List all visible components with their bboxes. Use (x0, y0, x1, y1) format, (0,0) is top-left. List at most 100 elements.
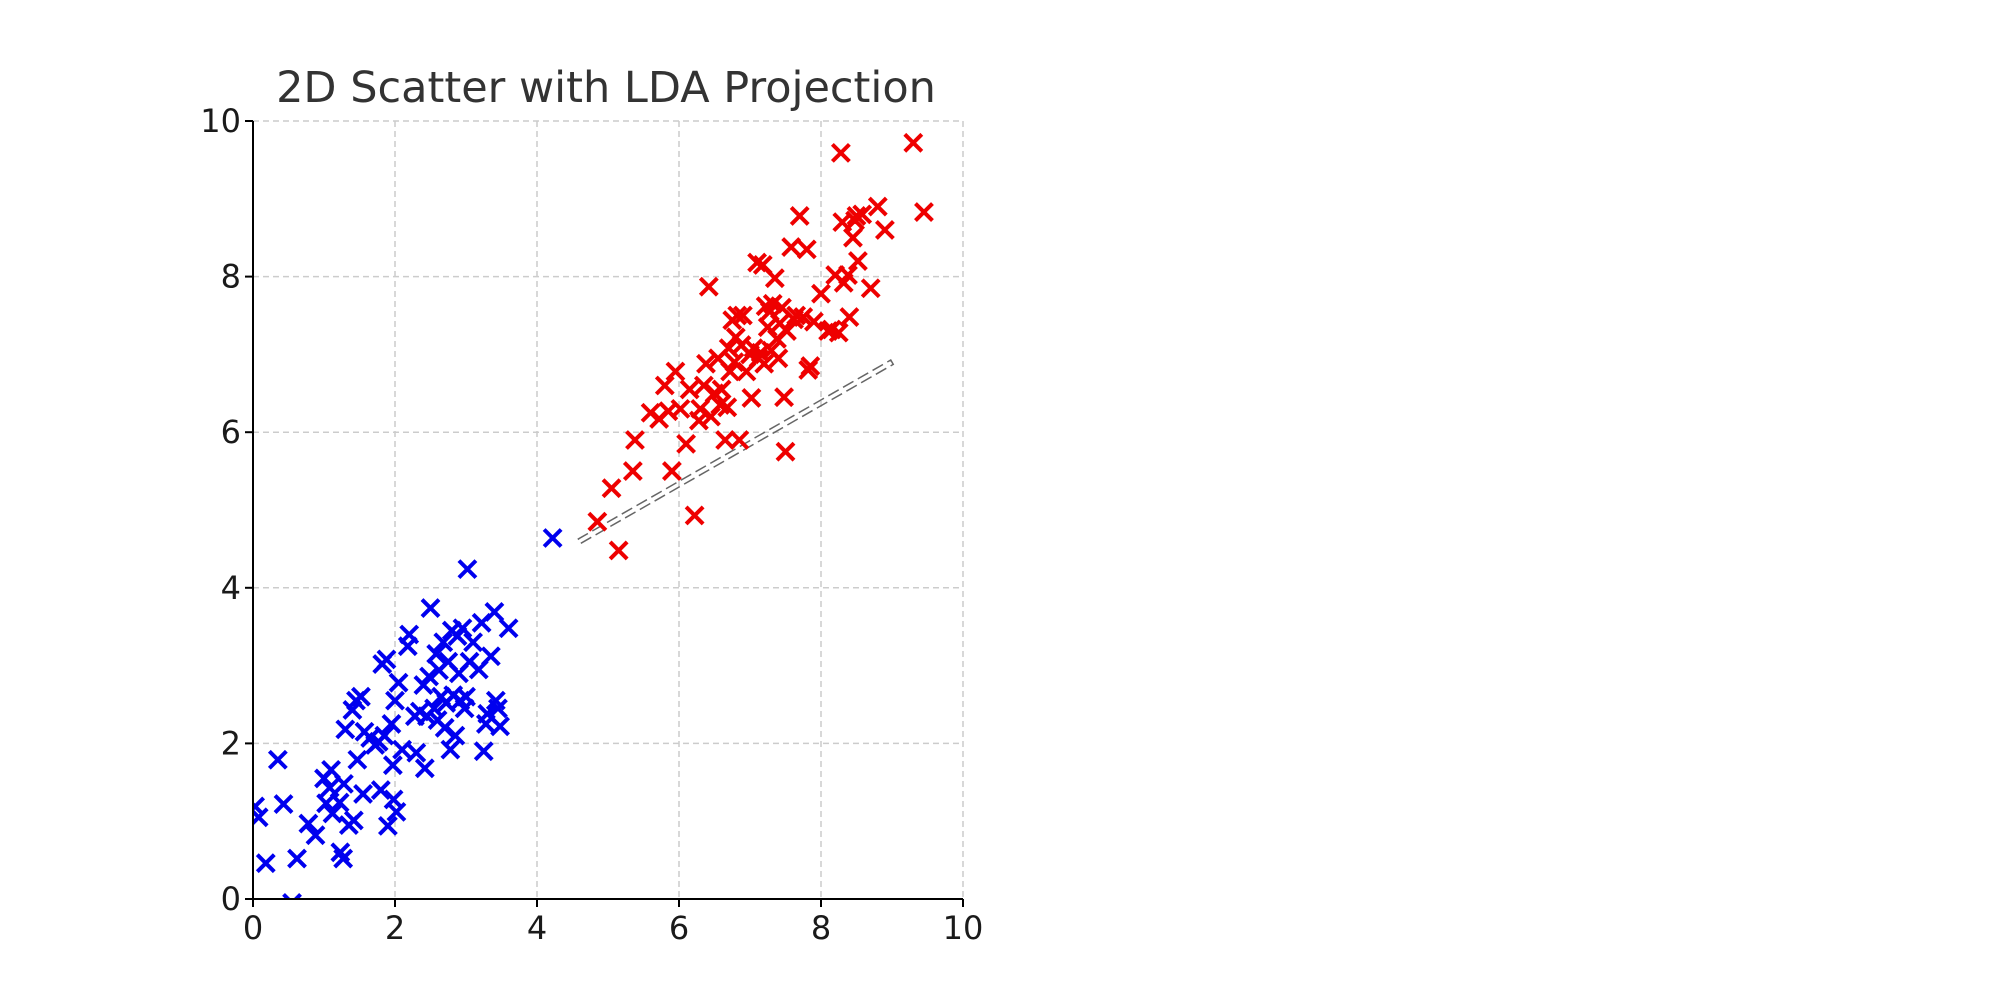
data-point-series-2 (622, 461, 643, 482)
data-point-series-1 (542, 528, 563, 548)
x-tick-label: 6 (669, 909, 689, 947)
data-point-series-1 (353, 784, 373, 804)
data-point-series-2 (803, 311, 824, 332)
data-point-series-2 (690, 398, 711, 419)
y-tick-label: 8 (221, 258, 241, 296)
data-point-series-1 (388, 672, 409, 693)
data-point-series-2 (775, 441, 796, 462)
data-point-series-1 (333, 773, 354, 794)
data-point-series-2 (729, 430, 750, 450)
data-point-series-2 (811, 283, 831, 304)
y-tick-label: 4 (221, 569, 241, 607)
chart-title: 2D Scatter with LDA Projection (276, 63, 936, 113)
data-point-series-2 (793, 307, 814, 327)
data-point-series-1 (319, 777, 340, 798)
data-point-series-1 (386, 801, 407, 822)
data-point-series-1 (456, 686, 476, 707)
data-point-series-1 (333, 848, 354, 869)
data-point-series-2 (828, 322, 849, 343)
data-point-series-2 (839, 307, 860, 327)
data-point-series-1 (305, 825, 326, 846)
data-point-series-1 (399, 624, 420, 645)
data-point-series-1 (445, 725, 466, 746)
data-point-series-1 (480, 646, 501, 667)
data-point-series-2 (711, 379, 732, 400)
data-point-series-1 (463, 632, 484, 653)
data-point-series-1 (298, 813, 319, 834)
data-point-series-2 (727, 305, 748, 326)
data-point-series-2 (800, 356, 821, 376)
data-point-series-1 (253, 796, 266, 817)
x-tick-label: 4 (527, 909, 547, 947)
data-point-series-2 (903, 132, 924, 153)
data-point-series-1 (440, 739, 461, 760)
data-point-series-1 (267, 749, 288, 770)
data-point-series-2 (852, 204, 873, 225)
data-point-series-2 (867, 196, 888, 217)
data-point-series-1 (374, 725, 395, 746)
data-point-series-1 (282, 892, 302, 899)
data-point-series-2 (789, 206, 810, 226)
data-point-series-2 (741, 388, 762, 408)
data-point-series-1 (424, 698, 444, 719)
data-point-series-1 (273, 794, 294, 814)
data-point-series-1 (385, 690, 405, 711)
x-tick-label: 8 (811, 909, 831, 947)
y-tick-label: 6 (221, 413, 241, 451)
data-point-series-2 (914, 202, 934, 222)
data-point-series-2 (696, 353, 716, 374)
data-point-series-2 (860, 278, 881, 299)
data-point-series-2 (732, 305, 753, 326)
data-point-series-2 (777, 321, 797, 341)
axes (245, 120, 964, 907)
y-tick-label: 2 (221, 724, 241, 762)
data-point-series-1 (329, 792, 350, 813)
data-point-series-1 (490, 716, 510, 737)
data-point-series-1 (414, 758, 435, 779)
data-point-series-1 (377, 815, 398, 836)
data-point-series-1 (457, 559, 478, 580)
data-point-series-2 (796, 239, 817, 260)
data-point-series-2 (715, 430, 736, 450)
data-point-series-2 (774, 387, 794, 408)
data-point-series-2 (665, 361, 686, 382)
data-point-series-2 (670, 398, 691, 419)
x-tick-label: 0 (243, 909, 263, 947)
data-point-series-2 (693, 375, 714, 396)
data-point-series-1 (420, 598, 441, 618)
data-point-series-1 (406, 742, 427, 763)
data-point-series-2 (747, 252, 768, 273)
data-point-series-1 (343, 810, 364, 831)
data-point-series-2 (717, 397, 738, 418)
points-layer (253, 132, 934, 899)
data-point-series-1 (370, 780, 391, 800)
data-point-series-2 (608, 540, 629, 561)
data-point-series-1 (255, 853, 276, 874)
data-point-series-1 (335, 719, 356, 740)
data-point-series-1 (434, 717, 455, 738)
data-point-series-2 (768, 348, 789, 369)
data-point-series-1 (433, 632, 454, 653)
data-point-series-2 (843, 227, 863, 248)
data-point-series-1 (382, 755, 403, 776)
data-point-series-1 (498, 618, 519, 639)
data-point-series-1 (452, 618, 473, 639)
data-point-series-1 (426, 644, 447, 664)
data-point-series-2 (698, 276, 719, 297)
x-tick-label: 10 (943, 909, 984, 947)
data-point-series-2 (654, 375, 675, 396)
data-point-series-2 (781, 237, 802, 257)
data-point-series-1 (473, 741, 494, 762)
data-point-series-1 (376, 649, 397, 670)
tick-labels: 0 2 4 6 8 10 0 2 4 6 8 10 (200, 102, 983, 947)
data-point-series-1 (381, 714, 402, 734)
data-point-series-1 (413, 675, 434, 695)
data-point-series-2 (679, 379, 700, 400)
grid (252, 120, 964, 900)
data-point-series-1 (488, 698, 508, 719)
data-point-series-1 (484, 602, 505, 622)
data-point-series-2 (661, 461, 682, 482)
x-tick-label: 2 (385, 909, 405, 947)
data-point-series-2 (754, 353, 775, 374)
